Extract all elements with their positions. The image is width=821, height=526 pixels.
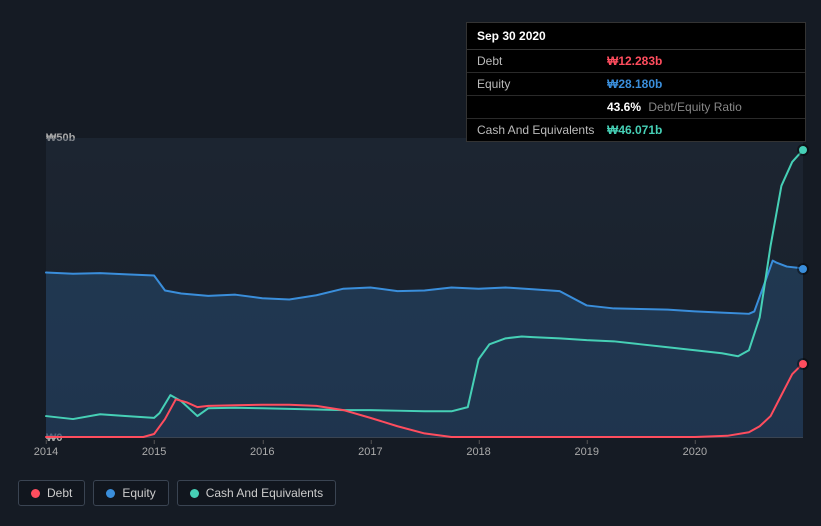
legend-item-equity[interactable]: Equity [93,480,168,506]
series-end-marker [799,360,807,368]
legend-label: Equity [122,486,155,500]
tooltip-label: Debt [477,54,607,68]
tooltip-date: Sep 30 2020 [467,23,805,50]
chart-tooltip: Sep 30 2020 Debt₩12.283bEquity₩28.180b43… [466,22,806,142]
tooltip-label: Cash And Equivalents [477,123,607,137]
tooltip-sub: Debt/Equity Ratio [645,100,742,114]
x-axis-label: 2019 [574,446,598,458]
series-end-marker [799,146,807,154]
tooltip-label: Equity [477,77,607,91]
chart-x-axis: 2014201520162017201820192020 [46,442,803,462]
tooltip-row: Equity₩28.180b [467,73,805,96]
tooltip-label [477,100,607,114]
legend-item-cash-and-equivalents[interactable]: Cash And Equivalents [177,480,336,506]
x-axis-label: 2017 [358,446,382,458]
tooltip-row: Cash And Equivalents₩46.071b [467,119,805,141]
tooltip-value: ₩28.180b [607,77,662,91]
tooltip-value: 43.6% Debt/Equity Ratio [607,100,742,114]
legend-swatch-icon [106,489,115,498]
tooltip-row: 43.6% Debt/Equity Ratio [467,96,805,119]
series-end-marker [799,265,807,273]
chart-plot-area[interactable] [46,138,803,438]
x-axis-label: 2016 [250,446,274,458]
tooltip-value: ₩46.071b [607,123,662,137]
legend-swatch-icon [31,489,40,498]
tooltip-row: Debt₩12.283b [467,50,805,73]
x-axis-label: 2020 [683,446,707,458]
chart-legend: Debt Equity Cash And Equivalents [18,480,336,506]
x-axis-label: 2015 [142,446,166,458]
legend-item-debt[interactable]: Debt [18,480,85,506]
x-axis-label: 2014 [34,446,58,458]
x-axis-label: 2018 [466,446,490,458]
legend-swatch-icon [190,489,199,498]
tooltip-value: ₩12.283b [607,54,662,68]
legend-label: Cash And Equivalents [206,486,323,500]
debt-equity-chart: ₩50b₩0 2014201520162017201820192020 [18,120,803,500]
legend-label: Debt [47,486,72,500]
